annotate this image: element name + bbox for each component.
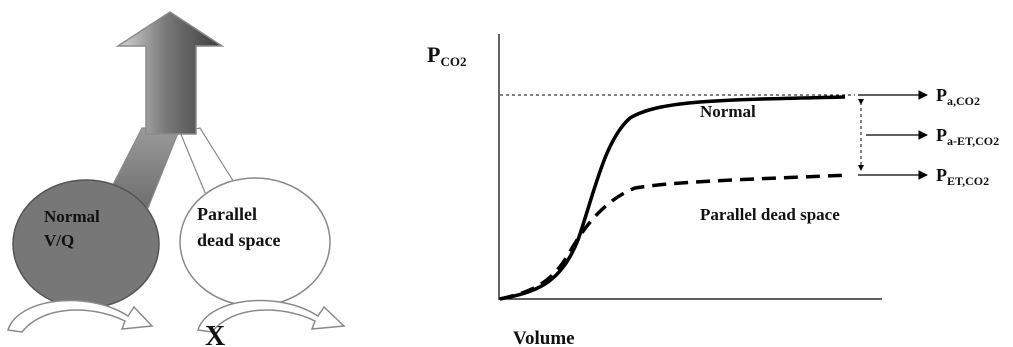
dead-space-perfusion-arrow-icon	[197, 299, 346, 333]
normal-curve-label: Normal	[700, 102, 756, 121]
end-tidal-pco2-label: PET,CO2	[936, 165, 989, 188]
y-axis-label: PCO2	[427, 42, 466, 69]
dead-space-label-line2: dead space	[197, 230, 281, 250]
normal-perfusion-arrow-icon	[7, 299, 154, 333]
x-axis-label: Volume	[513, 328, 575, 347]
normal-curve	[499, 95, 846, 301]
ventilation-diagram: Normal V/Q Parallel dead space X	[7, 11, 346, 347]
dead-space-curve-label: Parallel dead space	[700, 205, 840, 224]
capnogram-graph: PCO2 Volume Normal Parallel dead space P…	[427, 34, 999, 347]
arterial-pco2-label: Pa,CO2	[936, 85, 980, 108]
dead-space-curve	[499, 173, 851, 301]
dead-space-label-line1: Parallel	[197, 204, 257, 224]
normal-vq-label-line2: V/Q	[44, 231, 74, 250]
normal-vq-lung	[12, 179, 160, 309]
big-up-arrow-icon	[115, 11, 225, 135]
arterial-end-tidal-gradient-label: Pa-ET,CO2	[936, 125, 999, 148]
no-perfusion-x-mark: X	[205, 321, 225, 347]
normal-vq-label-line1: Normal	[44, 207, 100, 226]
